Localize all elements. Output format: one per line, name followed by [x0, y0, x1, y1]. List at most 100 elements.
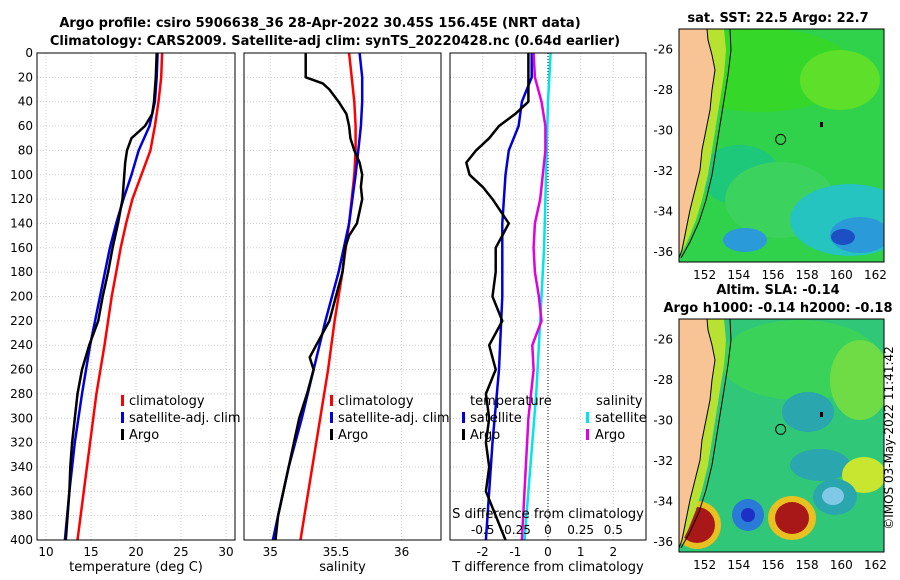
- depth-tick-label: 340: [10, 460, 33, 474]
- sst-warm-region-northeast: [800, 50, 880, 110]
- sst-isobath-line: [680, 29, 732, 259]
- sla-warm-eddy-south: [775, 502, 809, 534]
- salinity-diff-tick-label: -0.25: [500, 523, 531, 537]
- depth-tick-label: 360: [10, 484, 33, 498]
- legend-label-temp: satellite: [470, 411, 522, 426]
- difference-x-tick-label: -1: [509, 545, 521, 559]
- salinity-x-tick-label: 35.5: [323, 545, 350, 559]
- sla_map-lon-tick-label: 160: [830, 558, 853, 572]
- sst-map-title: sat. SST: 22.5 Argo: 22.7: [687, 11, 868, 26]
- difference-series-salinity-argo: [520, 52, 547, 541]
- depth-tick-label: 100: [10, 168, 33, 182]
- temperature-x-tick-label: 30: [218, 545, 233, 559]
- sst-coastline: [679, 29, 716, 259]
- salinity-diff-tick-label: -0.5: [471, 523, 494, 537]
- salinity-x-axis-label: salinity: [319, 560, 366, 575]
- sst_map-lat-tick-label: -32: [653, 164, 673, 178]
- sla_map-lat-tick-label: -34: [653, 494, 673, 508]
- sla_map-lat-tick-label: -36: [653, 535, 673, 549]
- salinity-frame: [243, 52, 442, 541]
- depth-tick-label: 200: [10, 290, 33, 304]
- difference-x-tick-label: 1: [577, 545, 585, 559]
- legend-label: climatology: [338, 394, 414, 409]
- sst_map-lon-tick-label: 154: [727, 268, 750, 282]
- sla-map-frame: [678, 318, 885, 553]
- sst_map-lon-tick-label: 156: [762, 268, 785, 282]
- depth-tick-label: 0: [25, 46, 33, 60]
- salinity-x-tick-label: 35: [263, 545, 278, 559]
- sla_map-lon-tick-label: 156: [762, 558, 785, 572]
- legend-swatch-argo: [121, 429, 124, 440]
- legend-label-sal: Argo: [595, 428, 625, 443]
- depth-tick-label: 160: [10, 241, 33, 255]
- sst-map: 152 154 156 158 160 162 -26 -28 -30 -32 -34 -36: [653, 28, 887, 282]
- difference-x-tick-label: 0: [544, 545, 552, 559]
- legend-label: climatology: [129, 394, 205, 409]
- temperature-x-axis-label: temperature (deg C): [69, 560, 203, 575]
- depth-tick-label: 300: [10, 411, 33, 425]
- sla-island-marker: [820, 412, 823, 417]
- temperature-frame: [36, 52, 236, 541]
- legend-swatch-satellite: [330, 412, 333, 423]
- sla-positive-eddy-east: [842, 457, 884, 493]
- legend-swatch-sal: [586, 429, 589, 440]
- difference-x-tick-label: -2: [477, 545, 489, 559]
- depth-tick-label: 260: [10, 363, 33, 377]
- imos-credit: ©IMOS 03-May-2022 11:41:42: [882, 346, 896, 530]
- depth-tick-label: 240: [10, 338, 33, 352]
- salinity-diff-tick-label: 0.25: [567, 523, 594, 537]
- difference-top-axis-label: S difference from climatology: [452, 507, 644, 522]
- difference-series-salinity-satellite: [523, 52, 552, 541]
- legend-label-sal: satellite: [595, 411, 647, 426]
- sst_map-lat-tick-label: -34: [653, 204, 673, 218]
- sla-isobath-line: [680, 319, 732, 549]
- sst-coldest-patch: [831, 229, 855, 245]
- sla-cold-eddy-west-core: [741, 508, 755, 522]
- legend-swatch-satellite: [121, 412, 124, 423]
- temperature-x-tick-label: 10: [38, 545, 53, 559]
- sla-map-title-line1: Altim. SLA: -0.14: [716, 283, 839, 298]
- sla_map-lon-tick-label: 154: [727, 558, 750, 572]
- salinity-plot-area: [244, 53, 441, 540]
- salinity-diff-tick-label: 0.5: [604, 523, 623, 537]
- sla-map: 152 154 156 158 160 162 -26 -28 -30 -32 -34 -36: [653, 318, 887, 572]
- sla_map-lon-tick-label: 162: [864, 558, 887, 572]
- difference-series-temperature-satellite: [484, 53, 533, 541]
- depth-tick-label: 280: [10, 387, 33, 401]
- figure-title-line2: Climatology: CARS2009. Satellite-adj cli…: [50, 34, 620, 49]
- sla-coastline: [679, 319, 716, 549]
- sla_map-lon-tick-label: 152: [693, 558, 716, 572]
- legend-swatch-climatology: [330, 395, 333, 406]
- depth-tick-label: 220: [10, 314, 33, 328]
- salinity-x-tick-label: 36: [394, 545, 409, 559]
- legend-swatch-argo: [330, 429, 333, 440]
- depth-tick-label: 80: [18, 143, 33, 157]
- legend-label: Argo: [129, 428, 159, 443]
- depth-tick-label: 320: [10, 436, 33, 450]
- temperature-x-tick-label: 15: [83, 545, 98, 559]
- sla-negative-eddy-middle: [790, 449, 850, 481]
- legend-swatch-sal: [586, 412, 589, 423]
- depth-tick-label: 40: [18, 95, 33, 109]
- depth-tick-label: 140: [10, 216, 33, 230]
- temperature-series-argo: [64, 52, 158, 541]
- figure-title-line1: Argo profile: csiro 5906638_36 28-Apr-20…: [59, 16, 580, 31]
- temperature-series-climatology: [76, 52, 164, 541]
- sst_map-lon-tick-label: 152: [693, 268, 716, 282]
- sst-cold-patch-southwest: [723, 228, 767, 252]
- salinity-diff-tick-label: 0: [544, 523, 552, 537]
- difference-x-axis-label: T difference from climatology: [451, 560, 644, 575]
- legend-label: Argo: [338, 428, 368, 443]
- sst_map-lat-tick-label: -28: [653, 83, 673, 97]
- legend-label-sal: salinity: [596, 394, 643, 409]
- legend-label: satellite-adj. clim: [338, 411, 450, 426]
- sla_map-lat-tick-label: -30: [653, 413, 673, 427]
- sst_map-lon-tick-label: 158: [796, 268, 819, 282]
- difference-frame: [449, 52, 647, 541]
- sla-map-title-line2: Argo h1000: -0.14 h2000: -0.18: [663, 301, 892, 316]
- sla-negative-eddy-north: [782, 392, 834, 432]
- depth-tick-label: 60: [18, 119, 33, 133]
- legend-swatch-climatology: [121, 395, 124, 406]
- sla-land-australia: [679, 319, 715, 548]
- sst_map-lon-tick-label: 160: [830, 268, 853, 282]
